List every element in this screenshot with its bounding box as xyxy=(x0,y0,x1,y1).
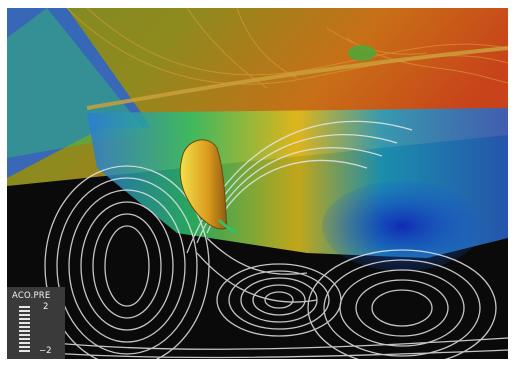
left-noisy-wedge xyxy=(7,8,152,178)
shear-layer-line xyxy=(86,46,508,110)
acoustic-contour-rings xyxy=(7,120,508,359)
flow-field-svg xyxy=(7,8,508,359)
legend-max-label: 2 xyxy=(43,302,49,312)
legend-min-label: −2 xyxy=(39,346,52,356)
green-vortex-spot xyxy=(348,45,376,61)
blue-low-pressure-region xyxy=(322,181,482,271)
colorbar-legend: ACO.PRE 2 −2 xyxy=(7,287,65,359)
legend-colorbar xyxy=(19,306,30,352)
trailing-edge-marker xyxy=(217,218,238,234)
flow-visualization: ACO.PRE 2 −2 xyxy=(7,8,508,359)
legend-title: ACO.PRE xyxy=(12,291,51,301)
